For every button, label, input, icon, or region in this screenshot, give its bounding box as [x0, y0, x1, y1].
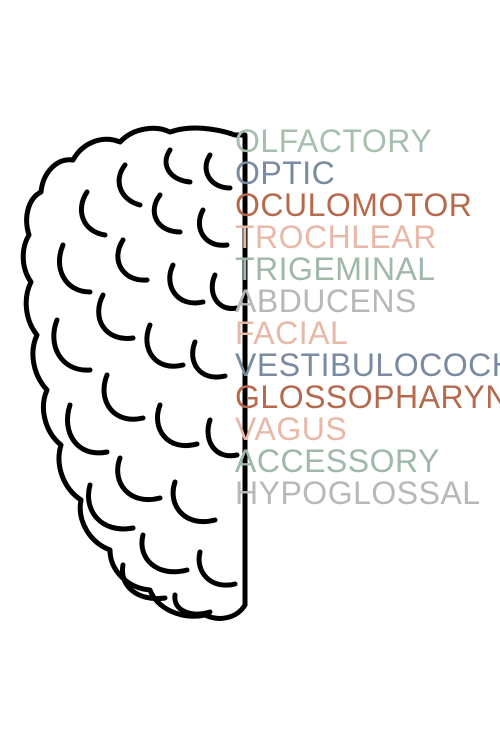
brain-illustration — [15, 120, 265, 630]
nerve-hypoglossal: HYPOGLOSSAL — [235, 477, 500, 509]
nerve-olfactory: OLFACTORY — [235, 125, 500, 157]
nerve-accessory: ACCESSORY — [235, 445, 500, 477]
nerve-vestibulocochlear: VESTIBULOCOCHLEAR — [235, 349, 500, 381]
nerve-optic: OPTIC — [235, 157, 500, 189]
cranial-nerves-list: OLFACTORY OPTIC OCULOMOTOR TROCHLEAR TRI… — [235, 125, 500, 509]
nerve-vagus: VAGUS — [235, 413, 500, 445]
nerve-oculomotor: OCULOMOTOR — [235, 189, 500, 221]
nerve-trochlear: TROCHLEAR — [235, 221, 500, 253]
nerve-glossopharyngeal: GLOSSOPHARYNGEAL — [235, 381, 500, 413]
nerve-facial: FACIAL — [235, 317, 500, 349]
nerve-abducens: ABDUCENS — [235, 285, 500, 317]
nerve-trigeminal: TRIGEMINAL — [235, 253, 500, 285]
